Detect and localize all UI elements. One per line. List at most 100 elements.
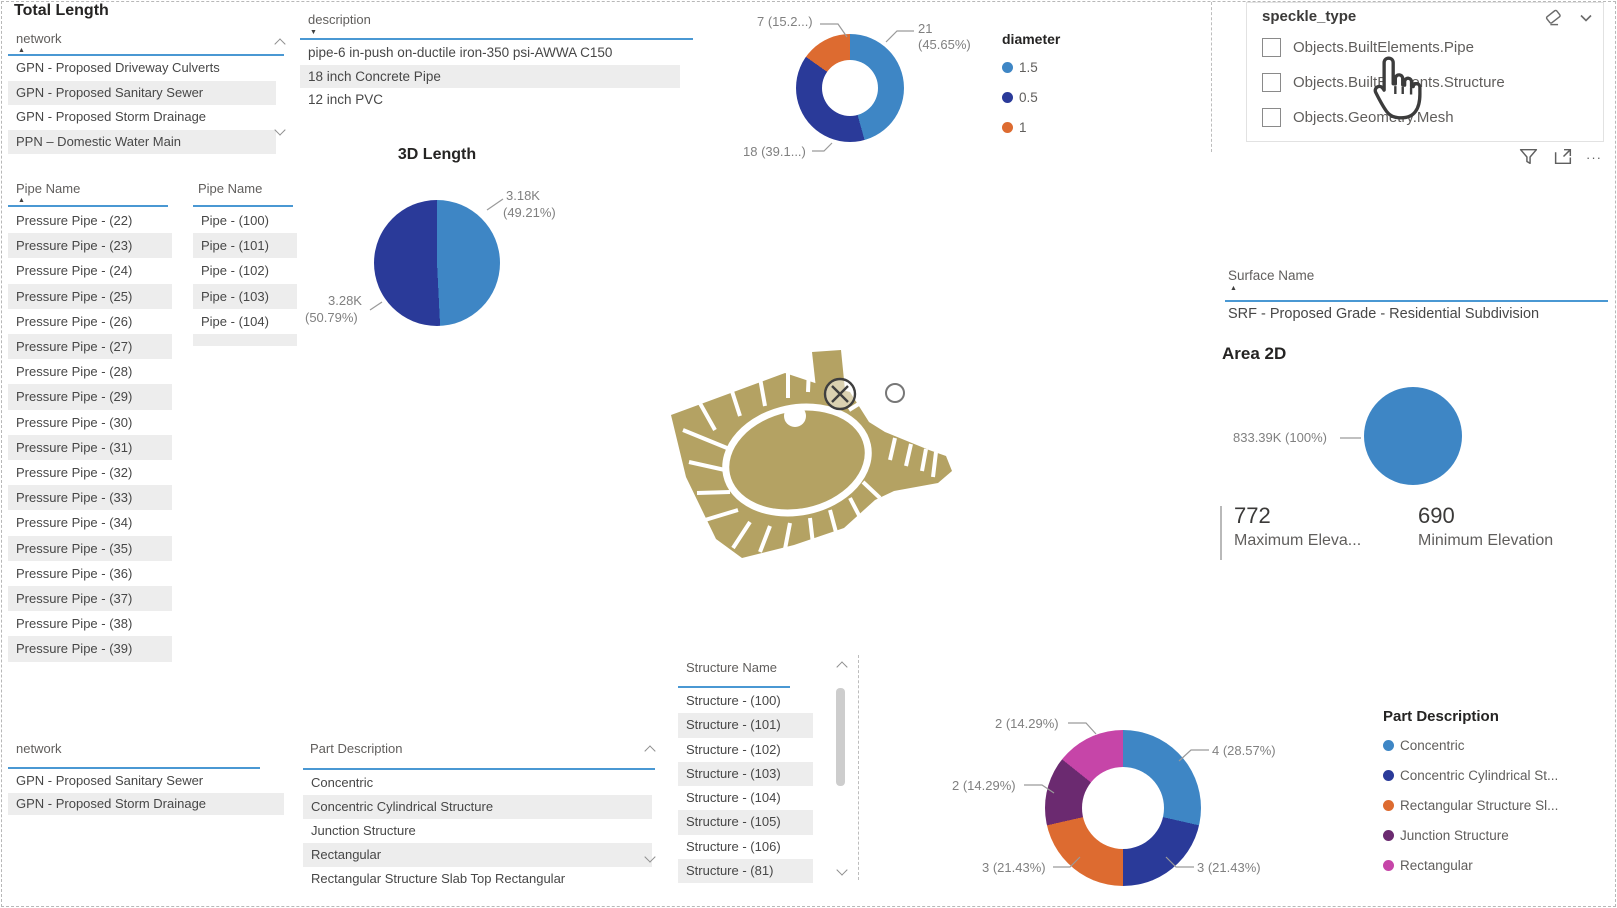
focus-mode-icon[interactable] [1553, 146, 1574, 167]
list-item[interactable]: Pressure Pipe - (34) [16, 515, 133, 531]
legend-item[interactable]: 1.5 [1002, 52, 1038, 82]
list-item[interactable]: Pressure Pipe - (26) [16, 313, 133, 329]
legend-dot-icon [1383, 829, 1394, 841]
legend-item[interactable]: Rectangular Structure Sl... [1383, 790, 1558, 820]
pipe-name-column-header[interactable]: Pipe Name [16, 181, 81, 196]
surface-name-value[interactable]: SRF - Proposed Grade - Residential Subdi… [1228, 306, 1540, 322]
partial-list-row [193, 334, 297, 346]
network-column-header[interactable]: network [16, 741, 62, 756]
scrollbar-thumb[interactable] [836, 688, 845, 786]
list-item[interactable]: Structure - (102) [686, 741, 781, 757]
list-item[interactable]: GPN - Proposed Sanitary Sewer [16, 773, 204, 788]
network-column-header[interactable]: network [16, 31, 62, 46]
hand-cursor-icon [1366, 52, 1428, 124]
three-d-length-title: 3D Length [397, 146, 477, 163]
list-item[interactable]: Pressure Pipe - (35) [8, 535, 172, 561]
list-item[interactable]: Rectangular Structure Slab Top Rectangul… [311, 871, 566, 886]
list-item[interactable]: Concentric Cylindrical Structure [303, 795, 652, 819]
max-elevation-label: Maximum Eleva... [1234, 532, 1362, 549]
list-item[interactable]: Pressure Pipe - (37) [8, 586, 172, 612]
street-network [682, 367, 938, 553]
list-item[interactable]: Pressure Pipe - (39) [8, 636, 172, 662]
pressure-pipe-list: Pressure Pipe - (22) Pressure Pipe - (23)… [8, 208, 172, 662]
list-item[interactable]: Pipe - (101) [193, 233, 297, 259]
list-item[interactable]: Pressure Pipe - (31) [8, 434, 172, 461]
slice-callout: 18 (39.1...) [743, 144, 806, 159]
list-item[interactable]: Pipe - (104) [201, 313, 269, 329]
list-item[interactable]: Structure - (106) [686, 838, 781, 854]
description-column-header[interactable]: description [308, 12, 371, 27]
slice-callout: 3.18K [506, 188, 540, 203]
checkbox[interactable] [1262, 73, 1281, 92]
list-item[interactable]: Concentric [311, 775, 374, 790]
list-item[interactable]: Rectangular [303, 843, 652, 867]
list-item[interactable]: Pressure Pipe - (36) [16, 565, 133, 581]
list-item[interactable]: Pressure Pipe - (33) [8, 485, 172, 511]
list-item[interactable]: Structure - (101) [678, 713, 813, 738]
scroll-up-icon[interactable] [644, 745, 656, 757]
list-item[interactable]: Pressure Pipe - (29) [8, 384, 172, 410]
list-item[interactable]: Pipe - (102) [201, 263, 269, 279]
three-d-length-pie-chart[interactable] [374, 200, 500, 326]
list-item[interactable]: GPN - Proposed Driveway Culverts [16, 60, 220, 75]
list-item[interactable]: 12 inch PVC [308, 92, 384, 107]
list-item[interactable]: GPN - Proposed Storm Drainage [8, 792, 284, 815]
scroll-up-icon[interactable] [274, 38, 286, 50]
slice-callout: (45.65%) [918, 37, 971, 52]
filter-icon[interactable] [1518, 146, 1539, 167]
legend-item[interactable]: Rectangular [1383, 850, 1558, 880]
area-2d-pie-chart[interactable] [1364, 387, 1462, 485]
list-item[interactable]: Pressure Pipe - (25) [8, 283, 172, 309]
surface-name-column-header[interactable]: Surface Name [1228, 268, 1315, 283]
checkbox-option[interactable]: Objects.BuiltElements.Pipe [1262, 30, 1592, 65]
list-item[interactable]: GPN - Proposed Storm Drainage [16, 109, 207, 124]
list-item[interactable]: 18 inch Concrete Pipe [300, 64, 680, 88]
list-item[interactable]: Structure - (103) [678, 761, 813, 787]
scroll-up-icon[interactable] [836, 661, 848, 673]
checkbox[interactable] [1262, 38, 1281, 57]
list-item[interactable]: Structure - (104) [686, 790, 781, 806]
more-options-icon[interactable]: ··· [1586, 150, 1602, 165]
list-item[interactable]: Pressure Pipe - (27) [8, 334, 172, 360]
list-item[interactable]: Pressure Pipe - (30) [16, 414, 133, 430]
pipe-name-column-header[interactable]: Pipe Name [198, 181, 263, 196]
structure-name-column-header[interactable]: Structure Name [686, 660, 778, 675]
list-item[interactable]: Pipe - (100) [201, 213, 269, 228]
terrain-map-3d-view[interactable] [645, 330, 955, 570]
part-description-column-header[interactable]: Part Description [310, 741, 403, 756]
list-item[interactable]: PPN – Domestic Water Main [8, 129, 276, 154]
clear-selections-icon[interactable] [1541, 7, 1563, 29]
scroll-down-icon[interactable] [274, 124, 286, 136]
list-item[interactable]: Pipe - (103) [193, 283, 297, 309]
list-item[interactable]: Structure - (105) [678, 810, 813, 835]
list-item[interactable]: Pressure Pipe - (22) [16, 213, 133, 228]
list-item[interactable]: GPN - Proposed Sanitary Sewer [8, 80, 276, 105]
list-item[interactable]: Pressure Pipe - (38) [16, 616, 133, 632]
legend-item[interactable]: 0.5 [1002, 82, 1038, 112]
legend-item[interactable]: 1 [1002, 112, 1038, 142]
slice-callout: 833.39K (100%) [1233, 430, 1327, 445]
legend-item[interactable]: Concentric Cylindrical St... [1383, 760, 1558, 790]
legend-dot-icon [1383, 799, 1394, 811]
chevron-down-icon[interactable] [1577, 9, 1595, 27]
checkbox[interactable] [1262, 108, 1281, 127]
scroll-down-icon[interactable] [836, 864, 848, 876]
pond-cove [784, 405, 806, 427]
list-item[interactable]: Pressure Pipe - (23) [8, 233, 172, 259]
legend-title: Part Description [1383, 708, 1499, 725]
legend-label: Junction Structure [1400, 827, 1509, 843]
header-underline [303, 768, 655, 770]
legend-item[interactable]: Junction Structure [1383, 820, 1558, 850]
list-item[interactable]: Structure - (100) [686, 693, 781, 708]
slice-callout: 3 (21.43%) [982, 860, 1046, 875]
list-item[interactable]: Structure - (81) [678, 859, 813, 884]
list-item[interactable]: Pressure Pipe - (24) [16, 263, 133, 279]
list-item[interactable]: Pressure Pipe - (32) [16, 465, 133, 481]
legend-item[interactable]: Concentric [1383, 730, 1558, 760]
viewer-anchor-circle-icon [885, 383, 905, 403]
list-item[interactable]: Junction Structure [311, 823, 416, 838]
header-underline [8, 205, 168, 207]
list-item[interactable]: Pressure Pipe - (28) [16, 364, 133, 380]
legend-dot-icon [1002, 121, 1013, 133]
list-item[interactable]: pipe-6 in-push on-ductile iron-350 psi-A… [308, 45, 613, 60]
